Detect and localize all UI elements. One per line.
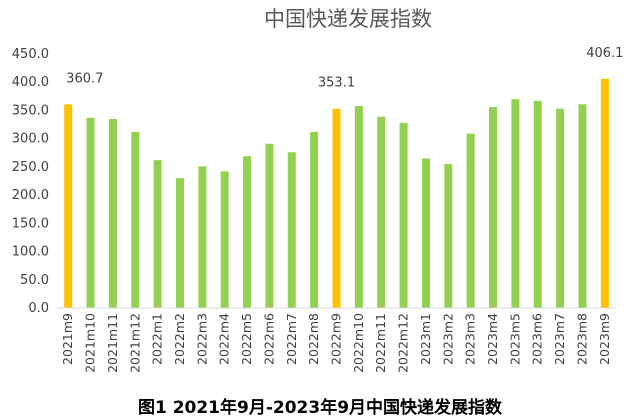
x-tick-label: 2023m4 (485, 313, 500, 365)
x-tick-label: 2023m9 (597, 313, 612, 365)
bar (578, 104, 587, 309)
bar (399, 122, 408, 308)
bar (265, 143, 274, 308)
bar (175, 178, 184, 308)
bar (86, 117, 95, 308)
x-tick-label: 2022m5 (239, 313, 254, 365)
bar (287, 152, 296, 308)
y-tick-label: 350.0 (12, 103, 49, 118)
bar (377, 116, 386, 309)
figure-caption: 图1 2021年9月-2023年9月中国快递发展指数 (137, 398, 503, 418)
x-axis: 2021m9 2021m10 2021m11 2021m12 2022m1 2022m2 2… (60, 313, 612, 373)
bar (466, 133, 475, 308)
x-tick-label: 2023m7 (552, 313, 567, 365)
bar (421, 158, 430, 308)
x-tick-label: 2023m6 (530, 313, 545, 365)
x-tick-label: 2022m12 (396, 313, 411, 373)
bars (64, 78, 609, 309)
bar (511, 99, 520, 308)
x-tick-label: 2021m11 (105, 313, 120, 373)
x-tick-label: 2022m7 (284, 313, 299, 365)
x-tick-label: 2022m2 (172, 313, 187, 365)
bar-highlight (64, 104, 73, 309)
x-tick-label: 2022m11 (373, 313, 388, 373)
x-tick-label: 2023m1 (418, 313, 433, 365)
x-tick-label: 2022m9 (329, 313, 344, 365)
bar (198, 166, 207, 308)
x-tick-label: 2022m4 (217, 313, 232, 365)
data-label: 406.1 (586, 46, 623, 61)
y-tick-label: 300.0 (12, 132, 49, 147)
y-tick-label: 200.0 (12, 188, 49, 203)
x-tick-label: 2021m10 (83, 313, 98, 373)
bar (556, 108, 565, 308)
data-label: 360.7 (66, 71, 103, 86)
data-labels: 360.7 353.1 406.1 (66, 46, 623, 91)
bar (533, 100, 542, 308)
y-tick-label: 450.0 (12, 47, 49, 62)
data-label: 353.1 (318, 76, 355, 91)
y-tick-label: 50.0 (20, 273, 49, 288)
y-axis: 0.0 50.0 100.0 150.0 200.0 250.0 300.0 350.0 400… (12, 47, 49, 316)
x-tick-label: 2021m9 (60, 313, 75, 365)
bar-highlight (332, 108, 341, 308)
y-tick-label: 400.0 (12, 75, 49, 90)
bar (108, 118, 117, 308)
bar (354, 105, 363, 309)
bar (153, 160, 162, 308)
x-tick-label: 2022m10 (351, 313, 366, 373)
x-tick-label: 2023m3 (463, 313, 478, 365)
chart-title: 中国快递发展指数 (264, 7, 432, 31)
x-tick-label: 2023m5 (507, 313, 522, 365)
chart: 中国快递发展指数 0.0 50.0 100.0 150.0 200.0 250.0 300.… (12, 7, 624, 373)
x-tick-label: 2023m2 (440, 313, 455, 365)
bar (489, 107, 498, 308)
x-tick-label: 2022m1 (150, 313, 165, 365)
x-tick-label: 2021m12 (127, 313, 142, 373)
bar (310, 131, 319, 308)
bar (444, 164, 453, 308)
bar (243, 156, 252, 308)
bar (220, 171, 229, 308)
y-tick-label: 100.0 (12, 245, 49, 260)
bar-highlight (600, 78, 609, 308)
y-tick-label: 150.0 (12, 216, 49, 231)
bar (131, 131, 140, 308)
x-tick-label: 2022m6 (261, 313, 276, 365)
y-tick-label: 0.0 (28, 301, 49, 316)
x-tick-label: 2022m8 (306, 313, 321, 365)
x-tick-label: 2023m8 (574, 313, 589, 365)
x-tick-label: 2022m3 (194, 313, 209, 365)
y-tick-label: 250.0 (12, 160, 49, 175)
